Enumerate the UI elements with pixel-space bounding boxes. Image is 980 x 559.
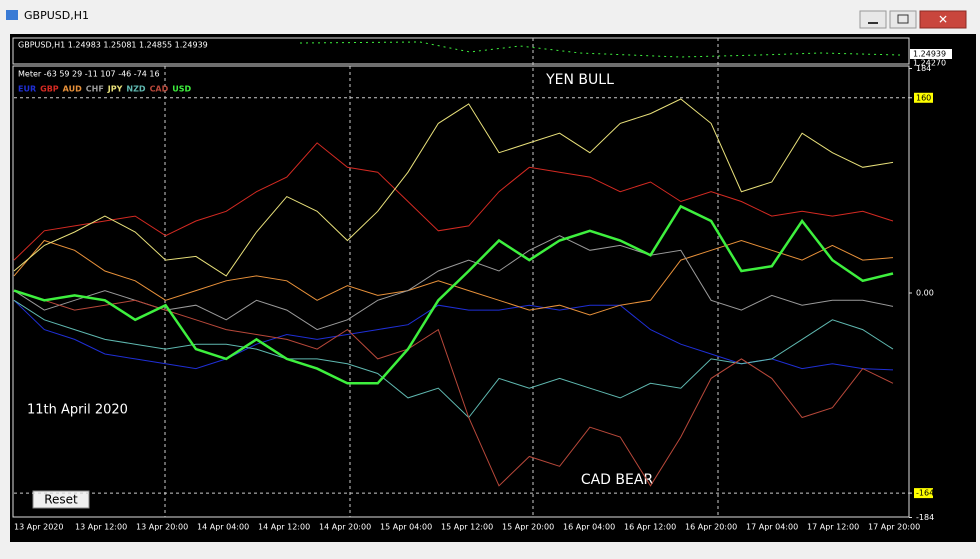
window-icon (6, 10, 18, 20)
x-tick-label: 17 Apr 12:00 (807, 523, 859, 532)
annotation: 11th April 2020 (27, 403, 128, 418)
legend: EUR GBP AUD CHF JPY NZD CAD USD (18, 85, 192, 94)
x-tick-label: 16 Apr 12:00 (624, 523, 676, 532)
y-tick-label: -184 (916, 513, 934, 522)
x-tick-label: 14 Apr 12:00 (258, 523, 310, 532)
level-box (914, 488, 933, 499)
legend-entry: JPY (107, 85, 123, 94)
x-tick-label: 15 Apr 20:00 (502, 523, 554, 532)
window-title: GBPUSD,H1 (24, 9, 89, 22)
close-icon: ✕ (938, 13, 948, 27)
price-header: GBPUSD,H1 1.24983 1.25081 1.24855 1.2493… (18, 41, 208, 50)
x-tick-label: 13 Apr 2020 (14, 523, 63, 532)
legend-entry: NZD (126, 85, 145, 94)
minimize-button[interactable] (859, 10, 887, 29)
price-label: 1.24939 (913, 50, 946, 59)
meter: Meter -63 59 29 -11 107 -46 -74 16 (18, 70, 160, 79)
x-tick-label: 16 Apr 20:00 (685, 523, 737, 532)
legend-entry: USD (172, 85, 191, 94)
legend-entry: CHF (86, 85, 104, 94)
x-tick-label: 17 Apr 20:00 (868, 523, 920, 532)
maximize-icon (897, 14, 909, 24)
series-line (13, 204, 894, 385)
reset-label[interactable]: Reset (44, 493, 78, 507)
legend-entry: AUD (63, 85, 82, 94)
level-box (914, 92, 933, 103)
x-tick-label: 13 Apr 20:00 (136, 523, 188, 532)
x-tick-label: 17 Apr 04:00 (746, 523, 798, 532)
x-tick-label: 13 Apr 12:00 (75, 523, 127, 532)
x-tick-label: 16 Apr 04:00 (563, 523, 615, 532)
price-panel (12, 37, 910, 65)
price-label: 1.24270 (913, 59, 946, 68)
annotation: YEN BULL (545, 72, 614, 88)
chart-area (10, 34, 976, 542)
y-tick-label: 0.00 (916, 289, 934, 298)
legend-entry: EUR (18, 85, 36, 94)
annotation: CAD BEAR (581, 472, 654, 488)
y-tick-label: 184 (916, 64, 931, 73)
series-line (13, 299, 894, 419)
series-line (13, 142, 894, 261)
x-tick-label: 15 Apr 12:00 (441, 523, 493, 532)
x-tick-label: 14 Apr 20:00 (319, 523, 371, 532)
reset-button[interactable] (32, 490, 90, 509)
x-tick-label: 15 Apr 04:00 (380, 523, 432, 532)
price-box (910, 49, 952, 59)
indicator-panel (12, 65, 910, 518)
y-tick-label: 160 (916, 93, 931, 102)
legend-entry: CAD (150, 85, 169, 94)
close-button[interactable] (919, 10, 967, 29)
x-tick-label: 14 Apr 04:00 (197, 523, 249, 532)
legend-entry: GBP (40, 85, 59, 94)
y-tick-label: -164 (916, 489, 934, 498)
maximize-button[interactable] (889, 10, 917, 29)
series-line (13, 98, 894, 277)
